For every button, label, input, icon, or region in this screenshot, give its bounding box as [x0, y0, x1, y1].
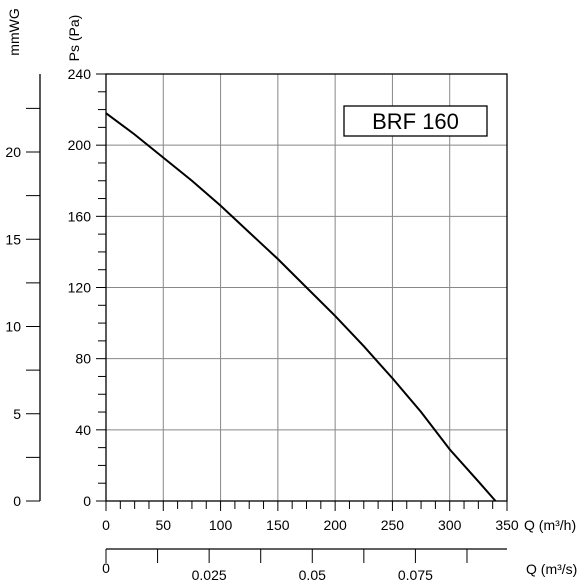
y2-axis-title: mmWG: [6, 8, 22, 55]
y-tick-label: 0: [83, 493, 91, 509]
y-tick-label: 240: [68, 66, 92, 82]
x-tick-label: 300: [438, 517, 462, 533]
labels: 0 50 100 150 200 250 300 35004080120160200240Q …: [5, 8, 577, 583]
x-tick-label: 0: [102, 517, 110, 533]
x-axis-title: Q (m³/h): [524, 517, 576, 533]
legend-box: BRF 160: [343, 105, 488, 137]
x2-tick-label: 0.05: [299, 567, 326, 583]
x2-tick-label: 0: [102, 560, 110, 576]
y-tick-label: 120: [68, 280, 92, 296]
x-tick-label: 350: [495, 517, 519, 533]
y2-tick-label: 15: [5, 231, 21, 247]
axes: [26, 73, 508, 563]
y-tick-label: 200: [68, 137, 92, 153]
x-tick-label: 200: [323, 517, 347, 533]
legend-label: BRF 160: [372, 109, 459, 134]
y-tick-label: 80: [75, 351, 91, 367]
y2-tick-label: 0: [13, 493, 21, 509]
performance-curve: [105, 112, 497, 502]
x-tick-label: 50: [155, 517, 171, 533]
x2-tick-label: 0.025: [192, 567, 227, 583]
y2-tick-label: 10: [5, 319, 21, 335]
x-tick-label: 100: [209, 517, 233, 533]
y-tick-label: 40: [75, 422, 91, 438]
x-tick-label: 150: [266, 517, 290, 533]
y-axis-title: Ps (Pa): [66, 15, 82, 62]
y2-tick-label: 20: [5, 144, 21, 160]
curve-layer: [105, 112, 497, 502]
y-tick-label: 160: [68, 208, 92, 224]
x2-tick-label: 0.075: [398, 567, 433, 583]
y2-tick-label: 5: [13, 406, 21, 422]
x2-axis-title: Q (m³/s): [526, 561, 577, 577]
x-tick-label: 250: [381, 517, 405, 533]
